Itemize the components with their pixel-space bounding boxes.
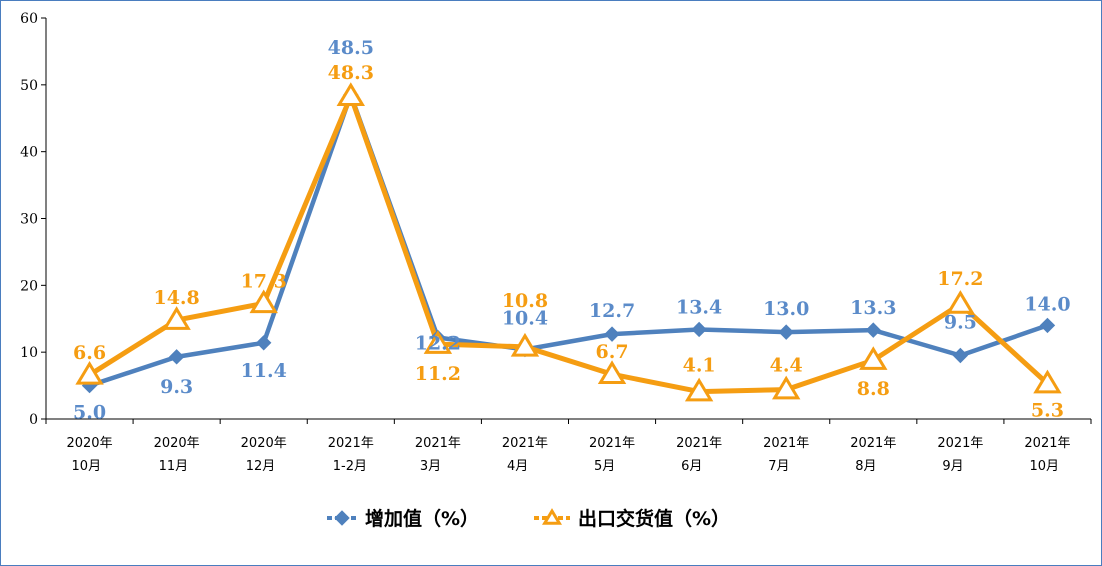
- point-export-value: [859, 346, 888, 370]
- data-label-export-value: 11.2: [415, 363, 461, 385]
- data-label-added-value: 14.0: [1024, 293, 1070, 315]
- point-export-value: [510, 332, 540, 357]
- data-label-export-value: 17.2: [937, 268, 983, 290]
- x-tick-label-month: 3月: [420, 459, 441, 474]
- x-tick-label-month: 6月: [681, 459, 702, 474]
- legend-marker-added-value: [334, 510, 350, 526]
- data-label-added-value: 13.0: [763, 298, 809, 320]
- y-tick-label: 50: [20, 78, 38, 94]
- data-label-export-value: 10.8: [502, 290, 548, 312]
- data-label-added-value: 9.3: [160, 376, 193, 398]
- data-label-export-value: 6.7: [596, 341, 629, 363]
- data-label-export-value: 8.8: [857, 378, 890, 400]
- x-tick-label-year: 2021年: [937, 436, 983, 451]
- x-tick-label-year: 2021年: [328, 436, 374, 451]
- data-label-added-value: 9.5: [944, 312, 977, 334]
- data-label-export-value: 6.6: [73, 342, 106, 364]
- x-tick-label-month: 4月: [507, 459, 528, 474]
- data-label-added-value: 13.4: [676, 296, 722, 318]
- point-added-value: [256, 335, 272, 351]
- point-export-value: [1033, 369, 1062, 394]
- x-tick-label-year: 2021年: [589, 436, 635, 451]
- point-export-value: [75, 360, 104, 385]
- x-tick-label-month: 1-2月: [333, 459, 367, 474]
- point-added-value: [865, 322, 881, 338]
- x-tick-label-year: 2021年: [763, 436, 809, 451]
- legend-marker-export-value: [542, 508, 562, 525]
- x-tick-label-year: 2021年: [850, 436, 896, 451]
- data-label-export-value: 5.3: [1031, 400, 1064, 422]
- point-export-value: [162, 306, 191, 330]
- point-added-value: [778, 324, 794, 340]
- x-tick-label-year: 2021年: [676, 436, 722, 451]
- x-tick-label-year: 2021年: [1024, 436, 1070, 451]
- data-labels: 5.0 9.3 11.4 48.5 12.2 10.4 12.7 13.4 13.0 13.3 9.…: [73, 37, 1071, 424]
- x-tick-label-month: 10月: [1029, 459, 1059, 474]
- legend-label-export-value: 出口交货值（%）: [578, 507, 730, 530]
- data-label-added-value: 10.4: [502, 307, 548, 329]
- series-line-added-value: [88, 92, 1049, 388]
- point-export-value: [772, 375, 801, 400]
- series-lines: [88, 92, 1050, 395]
- data-label-export-value: 4.1: [683, 355, 716, 377]
- x-tick-label-year: 2020年: [241, 436, 287, 451]
- y-tick-label: 20: [20, 278, 38, 294]
- x-tick-label-month: 9月: [942, 459, 963, 474]
- point-added-value: [168, 349, 185, 365]
- data-label-added-value: 11.4: [241, 360, 287, 382]
- series-line-export-value: [88, 93, 1050, 395]
- point-export-value: [597, 360, 627, 384]
- data-label-export-value: 48.3: [328, 62, 374, 84]
- point-added-value: [691, 321, 707, 338]
- point-export-value: [336, 82, 365, 106]
- point-added-value: [1039, 317, 1056, 334]
- x-tick-label-month: 8月: [855, 459, 876, 474]
- x-tick-label-month: 12月: [246, 459, 276, 474]
- tick-labels: 0 10 20 30 40 50 60 2020年 10月 2020年 11月 2020年 12月 202…: [20, 11, 1092, 474]
- data-label-added-value: 13.3: [850, 297, 896, 319]
- data-label-added-value: 12.2: [415, 332, 461, 354]
- x-tick-label-month: 10月: [72, 459, 102, 474]
- data-label-added-value: 48.5: [328, 37, 374, 59]
- series-points: [75, 82, 1062, 402]
- data-label-export-value: 14.8: [153, 287, 199, 309]
- point-export-value: [249, 289, 278, 314]
- x-tick-label-month: 7月: [768, 459, 789, 474]
- data-label-added-value: 12.7: [589, 300, 635, 322]
- point-added-value: [604, 326, 620, 342]
- legend: 增加值（%） 出口交货值（%）: [327, 507, 730, 530]
- y-tick-label: 30: [20, 212, 38, 228]
- x-tick-label-year: 2021年: [415, 436, 461, 451]
- x-tick-label-year: 2020年: [154, 436, 200, 451]
- y-tick-label: 10: [20, 345, 38, 361]
- y-tick-label: 60: [20, 11, 38, 27]
- x-tick-label-month: 11月: [159, 459, 189, 474]
- legend-label-added-value: 增加值（%）: [365, 507, 479, 530]
- point-added-value: [952, 347, 969, 364]
- y-tick-label: 40: [20, 145, 38, 161]
- y-tick-label: 0: [29, 412, 38, 428]
- x-tick-label-month: 5月: [594, 459, 615, 474]
- x-tick-label-year: 2020年: [66, 436, 112, 451]
- data-label-added-value: 5.0: [73, 402, 106, 424]
- data-label-export-value: 4.4: [770, 355, 803, 377]
- point-export-value: [423, 330, 453, 354]
- point-export-value: [946, 290, 975, 314]
- x-tick-label-year: 2021年: [502, 436, 548, 451]
- data-label-export-value: 17.3: [241, 270, 287, 292]
- point-export-value: [684, 377, 714, 402]
